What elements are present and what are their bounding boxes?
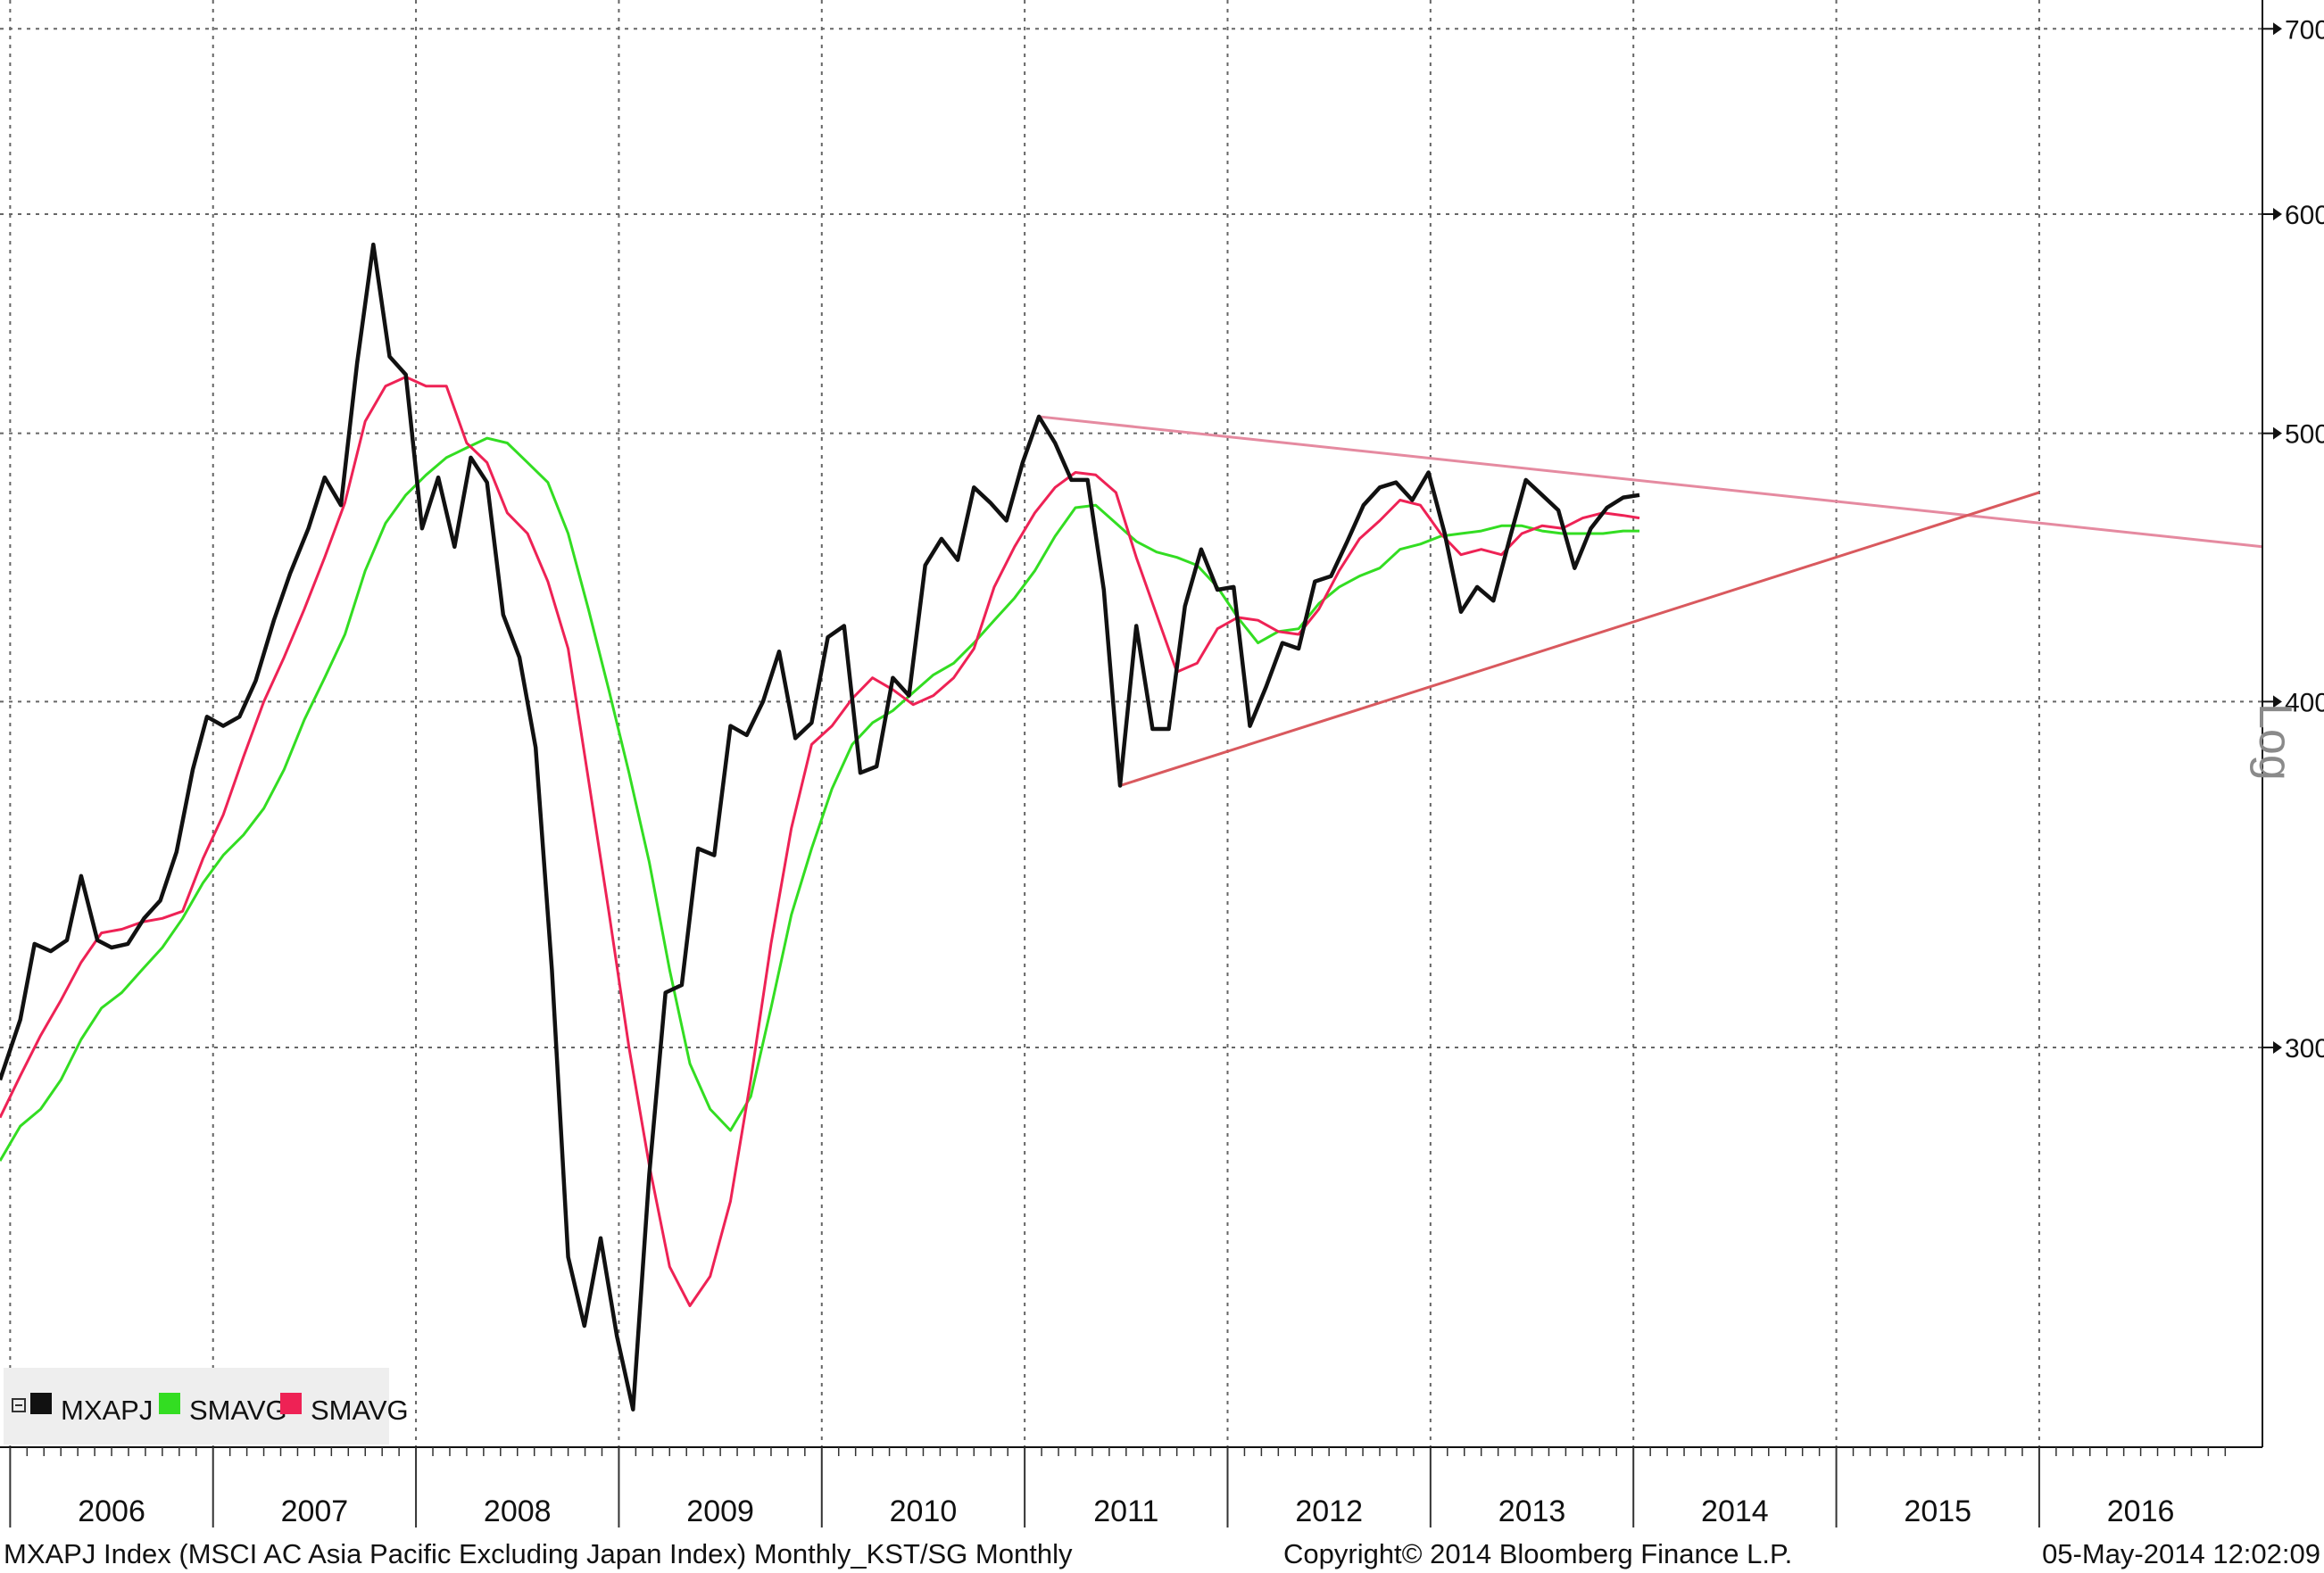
x-tick-label-2012: 2012	[1295, 1494, 1363, 1528]
y-tick-arrow-500	[2273, 426, 2282, 440]
x-tick-label-2013: 2013	[1498, 1494, 1566, 1528]
footer-description: MXAPJ Index (MSCI AC Asia Pacific Exclud…	[4, 1538, 1073, 1569]
grid-lines	[0, 0, 2262, 1447]
legend-swatch-0	[30, 1393, 52, 1414]
trendline-lower	[1119, 491, 2040, 787]
axes	[0, 0, 2263, 1448]
legend-background	[4, 1368, 389, 1445]
y-tick-label-700: 700	[2285, 15, 2324, 45]
x-tick-label-2014: 2014	[1701, 1494, 1769, 1528]
series-line-smavg-green	[0, 436, 1639, 1162]
x-tick-label-2008: 2008	[484, 1494, 552, 1528]
series-line-mxapj	[0, 242, 1640, 1412]
x-tick-label-2010: 2010	[890, 1494, 958, 1528]
series-lines	[0, 242, 1640, 1412]
y-tick-arrow-300	[2273, 1041, 2282, 1054]
y-tick-label-500: 500	[2285, 420, 2324, 450]
y-tick-arrow-400	[2273, 695, 2282, 708]
x-tick-label-2015: 2015	[1904, 1494, 1971, 1528]
x-tick-label-2007: 2007	[281, 1494, 349, 1528]
legend-label-1: SMAVG	[189, 1395, 287, 1426]
legend-swatch-1	[159, 1393, 180, 1414]
trendlines	[1038, 415, 2263, 787]
y-tick-arrow-700	[2273, 22, 2282, 36]
trendline-upper	[1038, 415, 2263, 549]
y-tick-label-600: 600	[2285, 201, 2324, 230]
x-tick-label-2016: 2016	[2107, 1494, 2175, 1528]
y-tick-arrow-600	[2273, 208, 2282, 220]
y-tick-label-300: 300	[2285, 1034, 2324, 1064]
log-scale-label: Log	[2249, 703, 2301, 781]
series-line-smavg-red	[0, 376, 1640, 1307]
legend-label-0: MXAPJ	[61, 1395, 153, 1426]
legend: MXAPJ SMAVG SMAVG	[4, 1368, 409, 1445]
legend-toggle-icon[interactable]	[12, 1398, 26, 1412]
y-axis-ticks: 300 400 500 600 700	[2262, 15, 2324, 1064]
footer-timestamp: 05-May-2014 12:02:09	[2042, 1538, 2320, 1569]
legend-swatch-2	[280, 1393, 302, 1414]
x-tick-label-2011: 2011	[1093, 1494, 1158, 1528]
footer-copyright: Copyright© 2014 Bloomberg Finance L.P.	[1283, 1538, 1792, 1569]
x-tick-label-2006: 2006	[78, 1494, 145, 1528]
x-axis-ticks: 2006 2007 2008 2009 2010 2011 2012 2013 2014 2015…	[9, 1447, 2227, 1528]
x-tick-label-2009: 2009	[686, 1494, 754, 1528]
y-tick-label-400: 400	[2285, 688, 2324, 717]
legend-label-2: SMAVG	[311, 1395, 409, 1426]
